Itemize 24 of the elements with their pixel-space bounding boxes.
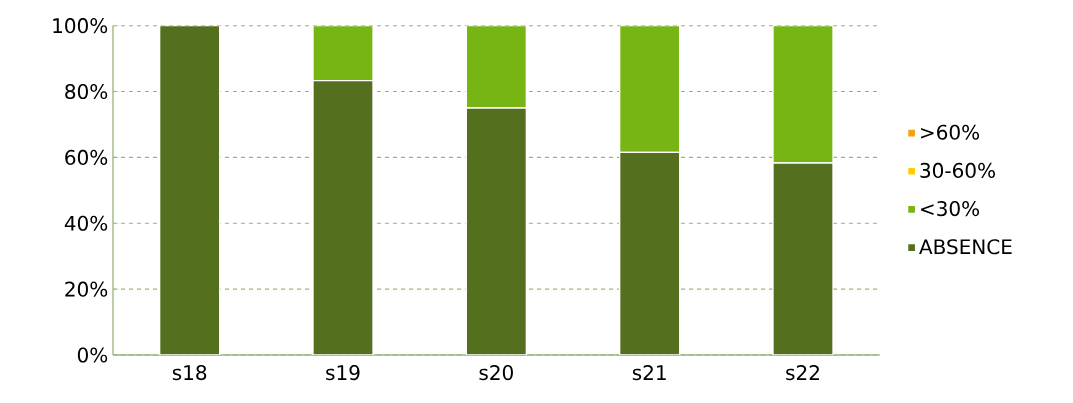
y-tick-label: 40% bbox=[64, 215, 108, 231]
legend-label: ABSENCE bbox=[919, 239, 1012, 255]
bar bbox=[159, 25, 221, 355]
bar bbox=[619, 151, 681, 355]
x-tick-label: s18 bbox=[172, 365, 207, 381]
x-tick-label: s20 bbox=[479, 365, 513, 381]
x-tick-label: s21 bbox=[632, 365, 666, 381]
y-tick-label: 0% bbox=[77, 347, 108, 363]
y-tick-label: 100% bbox=[53, 18, 108, 34]
bar bbox=[772, 162, 834, 355]
y-tick-label: 80% bbox=[65, 83, 108, 100]
bar bbox=[312, 79, 374, 355]
bar bbox=[312, 25, 374, 82]
legend-label: <30% bbox=[921, 200, 980, 217]
y-tick-label: 20% bbox=[65, 281, 108, 297]
bar bbox=[772, 25, 834, 164]
bar bbox=[465, 107, 528, 355]
x-tick-label: s22 bbox=[786, 365, 819, 381]
x-tick-label: s19 bbox=[326, 365, 360, 381]
y-tick-label: 60% bbox=[65, 149, 108, 165]
bar bbox=[465, 25, 528, 109]
legend-label: 30-60% bbox=[920, 162, 995, 178]
legend-label: >60% bbox=[921, 124, 980, 140]
bar bbox=[619, 25, 681, 154]
